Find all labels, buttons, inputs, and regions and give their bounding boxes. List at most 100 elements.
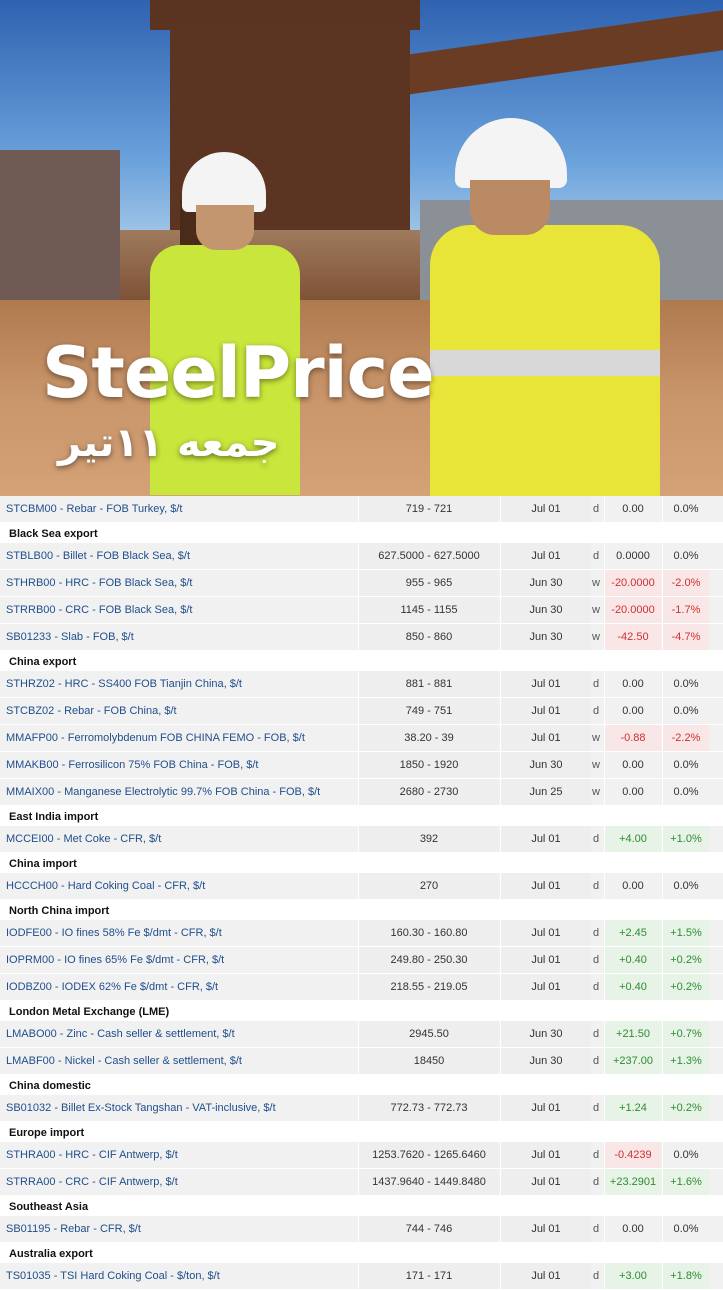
price-row[interactable]: STCBZ02 - Rebar - FOB China, $/t 749 - 75… [0,698,723,725]
price-row[interactable]: SB01195 - Rebar - CFR, $/t 744 - 746 Jul 0… [0,1216,723,1243]
price-range: 160.30 - 160.80 [358,920,499,946]
price-row[interactable]: MCCEI00 - Met Coke - CFR, $/t 392 Jul 01 d +… [0,826,723,853]
instrument-name: STHRB00 - HRC - FOB Black Sea, $/t [6,577,193,589]
assessment-date: Jun 30 [500,752,591,778]
instrument-name: MCCEI00 - Met Coke - CFR, $/t [6,833,162,845]
assessment-date: Jul 01 [500,974,591,1000]
frequency-label: d [592,550,600,562]
price-row[interactable]: STHRA00 - HRC - CIF Antwerp, $/t 1253.762… [0,1142,723,1169]
price-change: 0.00 [604,698,661,724]
price-range: 1253.7620 - 1265.6460 [358,1142,499,1168]
price-row[interactable]: IOPRM00 - IO fines 65% Fe $/dmt - CFR, $… [0,947,723,974]
worker-right-head [470,180,550,235]
assessment-date: Jul 01 [500,1216,591,1242]
assessment-date: Jun 25 [500,779,591,805]
price-range: 38.20 - 39 [358,725,499,751]
price-row[interactable]: MMAIX00 - Manganese Electrolytic 99.7% F… [0,779,723,806]
assessment-date: Jun 30 [500,1021,591,1047]
frequency-label: w [592,604,600,616]
section-header: East India import [0,806,723,826]
instrument-name: STRRB00 - CRC - FOB Black Sea, $/t [6,604,193,616]
instrument-name: SB01233 - Slab - FOB, $/t [6,631,134,643]
price-row[interactable]: SB01233 - Slab - FOB, $/t 850 - 860 Jun 30… [0,624,723,651]
price-row[interactable]: IODFE00 - IO fines 58% Fe $/dmt - CFR, $… [0,920,723,947]
percent-change: 0.0% [662,543,709,569]
percent-change: 0.0% [662,873,709,899]
price-row[interactable]: HCCCH00 - Hard Coking Coal - CFR, $/t 270… [0,873,723,900]
percent-change: -4.7% [662,624,709,650]
frequency-label: d [592,1028,600,1040]
price-range: 744 - 746 [358,1216,499,1242]
price-range: 171 - 171 [358,1263,499,1289]
price-range: 719 - 721 [358,496,499,522]
instrument-name: SB01195 - Rebar - CFR, $/t [6,1223,141,1235]
price-row[interactable]: TS01035 - TSI Hard Coking Coal - $/ton, … [0,1263,723,1290]
price-range: 1850 - 1920 [358,752,499,778]
price-change: -20.0000 [604,570,661,596]
assessment-date: Jul 01 [500,873,591,899]
instrument-name: STCBM00 - Rebar - FOB Turkey, $/t [6,503,183,515]
price-range: 881 - 881 [358,671,499,697]
instrument-name: STCBZ02 - Rebar - FOB China, $/t [6,705,177,717]
frequency-label: w [592,759,600,771]
instrument-name: MMAIX00 - Manganese Electrolytic 99.7% F… [6,786,321,798]
price-change: +237.00 [604,1048,661,1074]
frequency-label: d [592,503,600,515]
frequency-label: w [592,631,600,643]
instrument-name: STRRA00 - CRC - CIF Antwerp, $/t [6,1176,178,1188]
assessment-date: Jul 01 [500,947,591,973]
price-range: 2680 - 2730 [358,779,499,805]
assessment-date: Jul 01 [500,920,591,946]
percent-change: -1.7% [662,597,709,623]
instrument-name: HCCCH00 - Hard Coking Coal - CFR, $/t [6,880,206,892]
price-row[interactable]: STRRB00 - CRC - FOB Black Sea, $/t 1145 -… [0,597,723,624]
instrument-name: IODFE00 - IO fines 58% Fe $/dmt - CFR, $… [6,927,222,939]
instrument-name: STBLB00 - Billet - FOB Black Sea, $/t [6,550,191,562]
frequency-label: d [592,927,600,939]
instrument-name: LMABF00 - Nickel - Cash seller & settlem… [6,1055,242,1067]
price-change: -0.4239 [604,1142,661,1168]
brand-date: جمعه ۱۱تیر [58,420,280,466]
instrument-name: IOPRM00 - IO fines 65% Fe $/dmt - CFR, $… [6,954,225,966]
price-row[interactable]: SB01032 - Billet Ex-Stock Tangshan - VAT… [0,1095,723,1122]
price-change: +0.40 [604,974,661,1000]
percent-change: +1.8% [662,1263,709,1289]
assessment-date: Jul 01 [500,671,591,697]
frequency-label: w [592,577,600,589]
price-row[interactable]: LMABF00 - Nickel - Cash seller & settlem… [0,1048,723,1075]
price-table: STCBM00 - Rebar - FOB Turkey, $/t 719 - 7… [0,496,723,1290]
price-row[interactable]: STHRZ02 - HRC - SS400 FOB Tianjin China,… [0,671,723,698]
price-row[interactable]: LMABO00 - Zinc - Cash seller & settlemen… [0,1021,723,1048]
assessment-date: Jul 01 [500,698,591,724]
percent-change: +0.2% [662,974,709,1000]
assessment-date: Jun 30 [500,624,591,650]
frequency-label: w [592,786,600,798]
price-range: 850 - 860 [358,624,499,650]
price-row[interactable]: STHRB00 - HRC - FOB Black Sea, $/t 955 - … [0,570,723,597]
price-range: 2945.50 [358,1021,499,1047]
instrument-name: MMAFP00 - Ferromolybdenum FOB CHINA FEMO… [6,732,305,744]
percent-change: +1.3% [662,1048,709,1074]
price-row[interactable]: MMAKB00 - Ferrosilicon 75% FOB China - F… [0,752,723,779]
price-change: +21.50 [604,1021,661,1047]
ship-deck [0,150,120,300]
price-row[interactable]: STBLB00 - Billet - FOB Black Sea, $/t 627… [0,543,723,570]
price-change: 0.00 [604,873,661,899]
price-row[interactable]: IODBZ00 - IODEX 62% Fe $/dmt - CFR, $/t 2… [0,974,723,1001]
price-row[interactable]: STRRA00 - CRC - CIF Antwerp, $/t 1437.964… [0,1169,723,1196]
assessment-date: Jul 01 [500,1142,591,1168]
assessment-date: Jul 01 [500,496,591,522]
price-change: 0.00 [604,496,661,522]
section-header: Europe import [0,1122,723,1142]
frequency-label: d [592,678,600,690]
worker-left-head [196,205,254,250]
frequency-label: d [592,1055,600,1067]
percent-change: +0.7% [662,1021,709,1047]
price-row[interactable]: MMAFP00 - Ferromolybdenum FOB CHINA FEMO… [0,725,723,752]
price-row[interactable]: STCBM00 - Rebar - FOB Turkey, $/t 719 - 7… [0,496,723,523]
price-change: +3.00 [604,1263,661,1289]
instrument-name: SB01032 - Billet Ex-Stock Tangshan - VAT… [6,1102,276,1114]
price-range: 270 [358,873,499,899]
frequency-label: w [592,732,600,744]
instrument-name: STHRZ02 - HRC - SS400 FOB Tianjin China,… [6,678,242,690]
